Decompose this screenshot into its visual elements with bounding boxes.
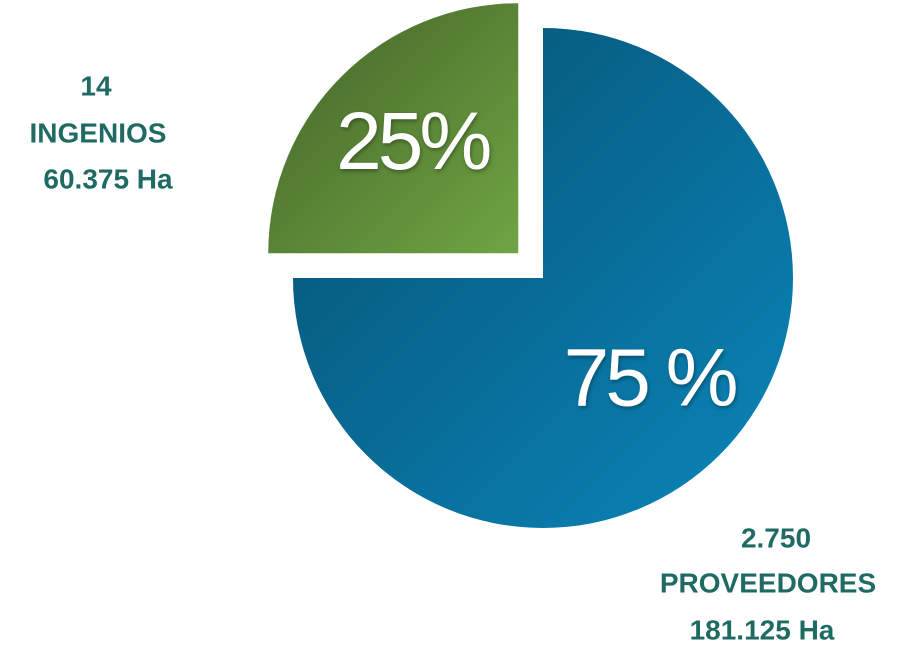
annotation: 60.375 Ha — [43, 163, 173, 194]
annotation: 181.125 Ha — [690, 614, 835, 645]
labels: 75 % 25% — [336, 96, 739, 424]
annotation: INGENIOS — [30, 117, 167, 148]
annotation: 14 — [80, 70, 112, 101]
annotation: PROVEEDORES — [660, 567, 876, 598]
annotation: 2.750 — [741, 522, 811, 553]
slices — [268, 3, 793, 528]
value-label: 75 % — [564, 333, 736, 424]
slice-shade — [268, 3, 519, 254]
value-label: 25% — [336, 96, 489, 187]
slice-shade — [293, 28, 793, 528]
